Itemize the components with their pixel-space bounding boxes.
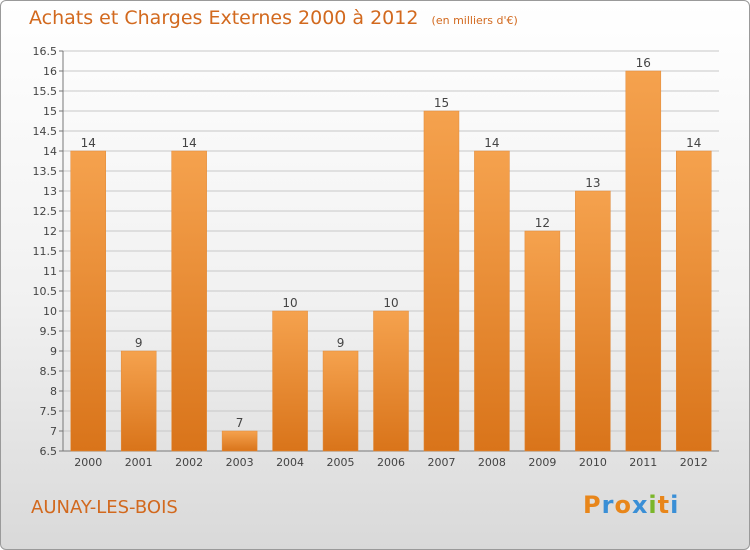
bar-2000 xyxy=(70,150,106,452)
x-tick-label-2011: 2011 xyxy=(629,456,657,469)
y-tick-label: 13.5 xyxy=(33,165,58,178)
y-tick-label: 12.5 xyxy=(33,205,58,218)
data-label-2008: 14 xyxy=(484,136,499,150)
x-tick-label-2000: 2000 xyxy=(74,456,102,469)
x-tick-label-2010: 2010 xyxy=(579,456,607,469)
bar-2002 xyxy=(171,150,207,452)
y-tick-label: 10.5 xyxy=(33,285,58,298)
axes: 6.5 7 7.5 8 8.5 9 9.5 10 10.5 11 11.5 12 12.5 13 13.5 1… xyxy=(33,45,719,469)
data-label-2010: 13 xyxy=(585,176,600,190)
x-tick-label-2001: 2001 xyxy=(125,456,153,469)
y-tick-label: 14.5 xyxy=(33,125,58,138)
x-tick-label-2002: 2002 xyxy=(175,456,203,469)
data-label-2009: 12 xyxy=(535,216,550,230)
data-labels: 14 9 14 7 10 9 10 15 14 12 13 16 14 xyxy=(81,56,702,430)
y-tick-label: 16 xyxy=(43,65,57,78)
chart-unit: (en milliers d'€) xyxy=(431,14,518,27)
bar-2004 xyxy=(272,310,308,452)
x-tick-label-2008: 2008 xyxy=(478,456,506,469)
data-label-2011: 16 xyxy=(636,56,651,70)
x-tick-label-2006: 2006 xyxy=(377,456,405,469)
bar-2006 xyxy=(373,310,409,452)
logo-letter: o xyxy=(614,491,632,519)
y-tick-label: 6.5 xyxy=(40,445,58,458)
data-label-2007: 15 xyxy=(434,96,449,110)
data-label-2006: 10 xyxy=(383,296,398,310)
x-tick-label-2005: 2005 xyxy=(327,456,355,469)
proxiti-logo[interactable]: Proxiti xyxy=(583,491,679,519)
bar-2008 xyxy=(474,150,510,452)
y-tick-label: 9 xyxy=(50,345,57,358)
y-tick-label: 11 xyxy=(43,265,57,278)
data-label-2003: 7 xyxy=(236,416,244,430)
x-tick-label-2009: 2009 xyxy=(528,456,556,469)
y-tick-label: 9.5 xyxy=(40,325,58,338)
y-tick-label: 15 xyxy=(43,105,57,118)
data-label-2012: 14 xyxy=(686,136,701,150)
bar-2007 xyxy=(423,110,460,452)
y-tick-label: 11.5 xyxy=(33,245,58,258)
bar-2011 xyxy=(625,70,662,452)
data-label-2004: 10 xyxy=(282,296,297,310)
data-label-2001: 9 xyxy=(135,336,143,350)
y-tick-label: 13 xyxy=(43,185,57,198)
y-tick-label: 8.5 xyxy=(40,365,58,378)
logo-letter: x xyxy=(631,491,649,519)
x-tick-label-2003: 2003 xyxy=(226,456,254,469)
y-tick-label: 12 xyxy=(43,225,57,238)
y-tick-label: 10 xyxy=(43,305,57,318)
logo-letter: r xyxy=(601,491,615,519)
y-tick-label: 8 xyxy=(50,385,57,398)
logo-letter: t xyxy=(657,491,671,519)
bar-2012 xyxy=(676,150,712,452)
commune-name: AUNAY-LES-BOIS xyxy=(31,497,178,518)
x-tick-label-2007: 2007 xyxy=(427,456,455,469)
x-tick-label-2004: 2004 xyxy=(276,456,304,469)
logo-letter: P xyxy=(583,491,602,519)
y-tick-label: 7 xyxy=(50,425,57,438)
y-tick-label: 16.5 xyxy=(33,45,58,58)
y-tick-label: 15.5 xyxy=(33,85,58,98)
bars xyxy=(70,70,712,452)
x-tick-label-2012: 2012 xyxy=(680,456,708,469)
y-tick-label: 14 xyxy=(43,145,57,158)
chart-title: Achats et Charges Externes 2000 à 2012 xyxy=(29,7,419,29)
data-label-2000: 14 xyxy=(81,136,96,150)
chart-title-block: Achats et Charges Externes 2000 à 2012 (… xyxy=(29,7,518,29)
logo-letter: i xyxy=(670,491,680,519)
bar-2010 xyxy=(575,190,611,452)
data-label-2005: 9 xyxy=(337,336,345,350)
data-label-2002: 14 xyxy=(182,136,197,150)
y-tick-label: 7.5 xyxy=(40,405,58,418)
logo-letter: i xyxy=(648,491,658,519)
bar-2003 xyxy=(221,430,258,452)
bar-2001 xyxy=(120,350,157,452)
bar-2009 xyxy=(524,230,561,452)
bar-2005 xyxy=(322,350,359,452)
